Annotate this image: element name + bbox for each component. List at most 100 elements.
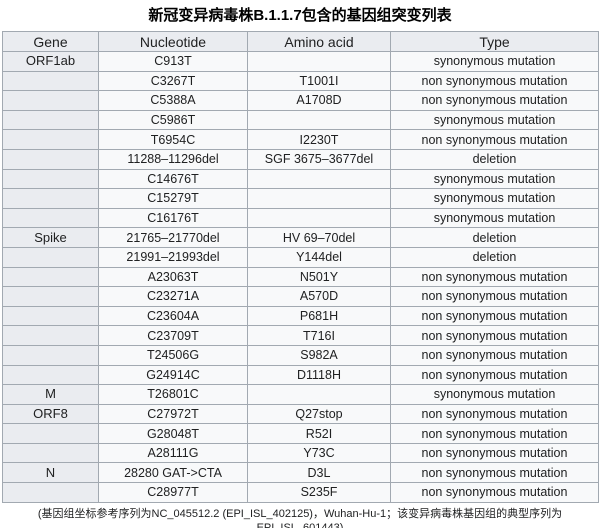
cell-nucleotide: C14676T bbox=[98, 168, 248, 190]
header-amino-acid: Amino acid bbox=[247, 31, 391, 52]
header-type: Type bbox=[390, 31, 599, 52]
cell-amino-acid: A1708D bbox=[247, 90, 391, 111]
cell-type: non synonymous mutation bbox=[390, 266, 599, 288]
cell-type: non synonymous mutation bbox=[390, 286, 599, 307]
cell-amino-acid: I2230T bbox=[247, 129, 391, 150]
cell-amino-acid bbox=[247, 109, 391, 131]
cell-nucleotide: C3267T bbox=[98, 70, 248, 92]
cell-nucleotide: G28048T bbox=[98, 423, 248, 444]
table-row: M T26801C synonymous mutation bbox=[2, 384, 599, 405]
table-row: C5388A A1708D non synonymous mutation bbox=[2, 90, 599, 111]
cell-amino-acid: P681H bbox=[247, 305, 391, 327]
cell-amino-acid: D1118H bbox=[247, 364, 391, 386]
table-row: N 28280 GAT->CTA D3L non synonymous mutatio… bbox=[2, 462, 599, 484]
cell-nucleotide: 21765–21770del bbox=[98, 227, 248, 248]
cell-amino-acid bbox=[247, 168, 391, 190]
table-row: C5986T synonymous mutation bbox=[2, 109, 599, 131]
cell-amino-acid bbox=[247, 384, 391, 405]
cell-gene bbox=[2, 70, 99, 92]
cell-nucleotide: C23709T bbox=[98, 325, 248, 346]
header-nucleotide: Nucleotide bbox=[98, 31, 248, 52]
cell-gene bbox=[2, 442, 99, 464]
cell-type: non synonymous mutation bbox=[390, 442, 599, 464]
cell-nucleotide: T6954C bbox=[98, 129, 248, 150]
cell-type: synonymous mutation bbox=[390, 51, 599, 72]
cell-nucleotide: C5986T bbox=[98, 109, 248, 131]
cell-type: non synonymous mutation bbox=[390, 482, 599, 503]
cell-gene: M bbox=[2, 384, 99, 405]
cell-nucleotide: T26801C bbox=[98, 384, 248, 405]
cell-amino-acid: HV 69–70del bbox=[247, 227, 391, 248]
cell-type: deletion bbox=[390, 148, 599, 170]
cell-type: non synonymous mutation bbox=[390, 90, 599, 111]
table-header: Gene Nucleotide Amino acid Type bbox=[2, 31, 599, 52]
cell-type: non synonymous mutation bbox=[390, 344, 599, 366]
cell-type: deletion bbox=[390, 246, 599, 268]
footnote: (基因组坐标参考序列为NC_045512.2 (EPI_ISL_402125)，… bbox=[37, 507, 563, 528]
cell-type: non synonymous mutation bbox=[390, 462, 599, 484]
header-gene: Gene bbox=[2, 31, 99, 52]
table-row: T24506G S982A non synonymous mutation bbox=[2, 344, 599, 366]
cell-amino-acid: R52I bbox=[247, 423, 391, 444]
cell-nucleotide: C913T bbox=[98, 51, 248, 72]
table-row: A28111G Y73C non synonymous mutation bbox=[2, 442, 599, 464]
cell-type: non synonymous mutation bbox=[390, 364, 599, 386]
table-row: G28048T R52I non synonymous mutation bbox=[2, 423, 599, 444]
cell-gene bbox=[2, 129, 99, 150]
table-row: C23271A A570D non synonymous mutation bbox=[2, 286, 599, 307]
cell-gene: N bbox=[2, 462, 99, 484]
cell-nucleotide: A23063T bbox=[98, 266, 248, 288]
cell-type: synonymous mutation bbox=[390, 207, 599, 229]
cell-nucleotide: C15279T bbox=[98, 188, 248, 209]
cell-amino-acid: T716I bbox=[247, 325, 391, 346]
table-row: 11288–11296del SGF 3675–3677del deletion bbox=[2, 148, 599, 170]
cell-type: synonymous mutation bbox=[390, 168, 599, 190]
cell-type: synonymous mutation bbox=[390, 188, 599, 209]
cell-type: non synonymous mutation bbox=[390, 325, 599, 346]
cell-amino-acid: T1001I bbox=[247, 70, 391, 92]
cell-gene bbox=[2, 168, 99, 190]
cell-gene bbox=[2, 246, 99, 268]
cell-gene bbox=[2, 364, 99, 386]
cell-amino-acid: S235F bbox=[247, 482, 391, 503]
cell-amino-acid: Y144del bbox=[247, 246, 391, 268]
table-row: C14676T synonymous mutation bbox=[2, 168, 599, 190]
table-row: C23604A P681H non synonymous mutation bbox=[2, 305, 599, 327]
header-row: Gene Nucleotide Amino acid Type bbox=[2, 31, 599, 52]
cell-nucleotide: C27972T bbox=[98, 403, 248, 425]
cell-nucleotide: 11288–11296del bbox=[98, 148, 248, 170]
cell-nucleotide: C16176T bbox=[98, 207, 248, 229]
cell-amino-acid: Q27stop bbox=[247, 403, 391, 425]
cell-gene bbox=[2, 188, 99, 209]
cell-gene bbox=[2, 266, 99, 288]
cell-gene: Spike bbox=[2, 227, 99, 248]
cell-amino-acid: SGF 3675–3677del bbox=[247, 148, 391, 170]
cell-gene bbox=[2, 482, 99, 503]
cell-gene bbox=[2, 109, 99, 131]
page-title: 新冠变异病毒株B.1.1.7包含的基因组突变列表 bbox=[148, 7, 452, 24]
mutations-table: Gene Nucleotide Amino acid Type ORF1ab C9… bbox=[2, 31, 599, 503]
table-row: C3267T T1001I non synonymous mutation bbox=[2, 70, 599, 92]
table-row: ORF8 C27972T Q27stop non synonymous mutatio… bbox=[2, 403, 599, 425]
table-row: T6954C I2230T non synonymous mutation bbox=[2, 129, 599, 150]
cell-type: non synonymous mutation bbox=[390, 129, 599, 150]
cell-amino-acid: D3L bbox=[247, 462, 391, 484]
cell-gene bbox=[2, 207, 99, 229]
cell-gene bbox=[2, 90, 99, 111]
cell-gene bbox=[2, 305, 99, 327]
cell-amino-acid: S982A bbox=[247, 344, 391, 366]
cell-type: non synonymous mutation bbox=[390, 70, 599, 92]
cell-amino-acid bbox=[247, 207, 391, 229]
cell-type: synonymous mutation bbox=[390, 384, 599, 405]
cell-nucleotide: A28111G bbox=[98, 442, 248, 464]
table-row: G24914C D1118H non synonymous mutation bbox=[2, 364, 599, 386]
cell-gene bbox=[2, 344, 99, 366]
cell-amino-acid: A570D bbox=[247, 286, 391, 307]
cell-gene bbox=[2, 148, 99, 170]
cell-gene bbox=[2, 423, 99, 444]
table-body: ORF1ab C913T synonymous mutation C3267T T100… bbox=[2, 51, 599, 503]
cell-amino-acid bbox=[247, 51, 391, 72]
cell-nucleotide: G24914C bbox=[98, 364, 248, 386]
cell-gene bbox=[2, 325, 99, 346]
